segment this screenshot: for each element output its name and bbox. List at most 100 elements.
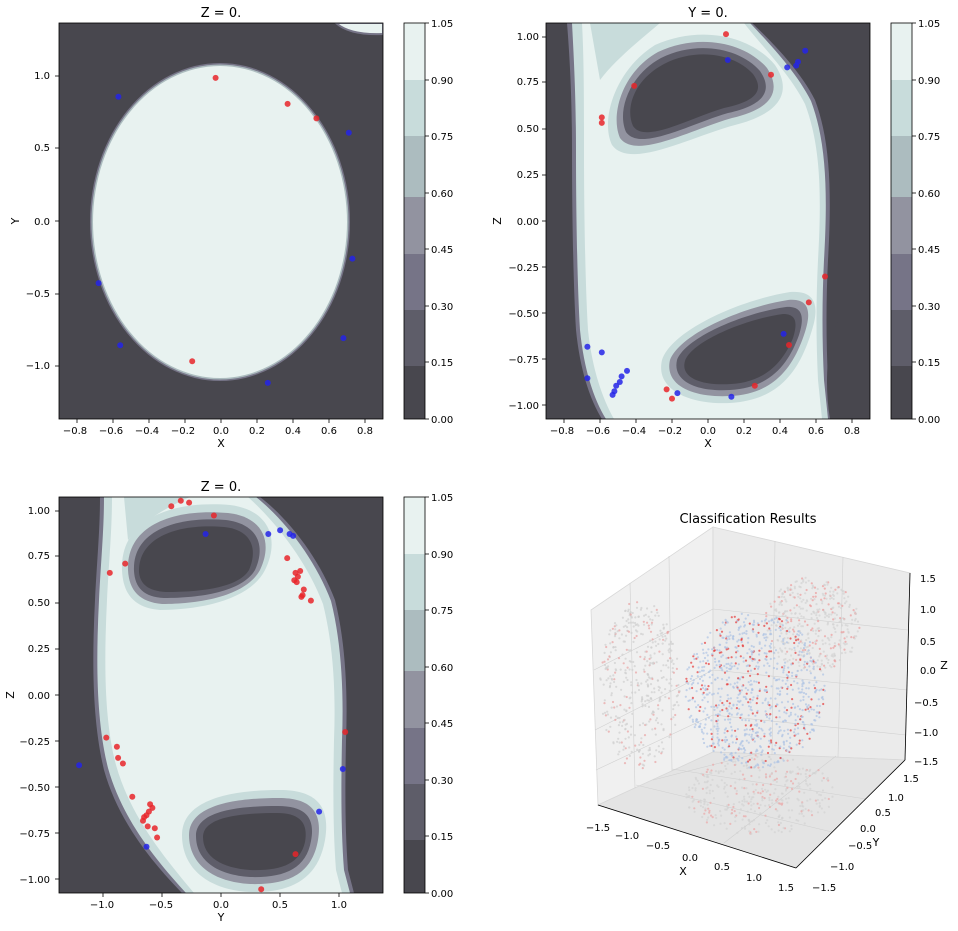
cloud-point (848, 605, 851, 609)
cloud-point (769, 763, 773, 766)
cloud-point (614, 628, 617, 631)
cloud-point (772, 666, 776, 670)
cloud-point (717, 727, 720, 730)
cloud-point (768, 728, 771, 731)
cloud-point (802, 598, 805, 601)
panel-2-colorbar: 0.00 0.15 0.30 0.45 0.60 0.75 0.90 1.05 (890, 19, 940, 426)
cloud-point (755, 680, 758, 683)
cloud-point (648, 746, 651, 750)
cloud-point (632, 660, 635, 664)
cloud-point (737, 618, 740, 621)
cloud-point (746, 652, 749, 655)
blue-point (616, 379, 623, 385)
cloud-point (728, 637, 731, 641)
cloud-point (599, 677, 602, 680)
cloud-point (650, 623, 653, 626)
cloud-point (810, 814, 814, 817)
cloud-point (685, 689, 688, 692)
cloud-point (750, 735, 753, 738)
cloud-point (654, 760, 657, 764)
cloud-point (752, 790, 755, 793)
cloud-point (824, 797, 827, 800)
cloud-point (805, 646, 808, 649)
cloud-point (782, 658, 786, 661)
cloud-point (745, 764, 748, 767)
cloud-point (750, 709, 753, 712)
cloud-point (699, 660, 702, 663)
cloud-point (786, 616, 789, 620)
cloud-point (650, 646, 653, 649)
cloud-point (662, 676, 665, 679)
cloud-point (806, 623, 809, 627)
x-tick-label: 0.2 (249, 426, 265, 437)
cloud-point (657, 642, 660, 646)
cloud-point (622, 745, 626, 748)
cloud-point (810, 698, 813, 701)
cloud-point (721, 654, 725, 657)
cloud-point (783, 664, 786, 668)
cloud-point (640, 737, 643, 740)
cloud-point (751, 659, 754, 662)
cloud-point (797, 687, 800, 690)
cloud-point (757, 830, 760, 833)
cloud-point (753, 737, 756, 740)
red-point (313, 115, 320, 122)
cloud-point (647, 615, 650, 618)
cloud-point (847, 631, 850, 634)
cloud-point (648, 720, 651, 723)
cloud-point (632, 625, 635, 628)
cloud-point (745, 739, 748, 742)
cloud-point (809, 672, 813, 675)
blue-point (598, 349, 605, 356)
colorbar-tick-label: 0.60 (431, 663, 453, 674)
cloud-point (719, 695, 722, 699)
cloud-point (853, 637, 856, 640)
cloud-point (707, 670, 711, 674)
cloud-point (784, 719, 788, 723)
cloud-point (837, 586, 840, 589)
cloud-point (688, 666, 691, 669)
cloud-point (703, 741, 706, 745)
cloud-point (706, 693, 709, 696)
cloud-point (609, 725, 612, 728)
cloud-point (718, 649, 721, 652)
cloud-point (753, 740, 756, 743)
cloud-point (825, 581, 828, 584)
cloud-point (766, 789, 770, 792)
cloud-point (735, 707, 739, 710)
cloud-point (647, 676, 651, 679)
cloud-point (830, 654, 833, 658)
cloud-point (844, 651, 847, 654)
cloud-point (809, 798, 812, 801)
cloud-point (736, 696, 739, 700)
cloud-point (810, 617, 813, 620)
cloud-point (716, 706, 719, 709)
cloud-point (697, 704, 700, 707)
cloud-point (653, 691, 656, 694)
panel-3-contour (59, 497, 383, 893)
cloud-point (791, 698, 794, 701)
cloud-point (768, 775, 772, 778)
cloud-point (749, 808, 753, 811)
cloud-point (695, 690, 698, 693)
cloud-point (796, 727, 800, 730)
red-point (115, 754, 122, 761)
cloud-point (817, 711, 820, 714)
red-point (598, 114, 605, 121)
x-tick-label: 0.4 (772, 426, 788, 437)
cloud-point (713, 824, 716, 827)
cloud-point (779, 647, 782, 650)
cloud-point (738, 811, 741, 815)
cloud-point (754, 750, 758, 753)
cloud-point (690, 661, 693, 664)
cloud-point (630, 750, 633, 754)
cloud-point (774, 628, 777, 632)
cloud-point (794, 612, 797, 615)
cloud-point (821, 772, 824, 775)
cloud-point (768, 805, 772, 809)
cloud-point (790, 780, 793, 783)
cloud-point (821, 789, 825, 792)
cloud-point (798, 742, 801, 745)
cloud-point (668, 657, 672, 660)
cloud-point (728, 712, 731, 715)
